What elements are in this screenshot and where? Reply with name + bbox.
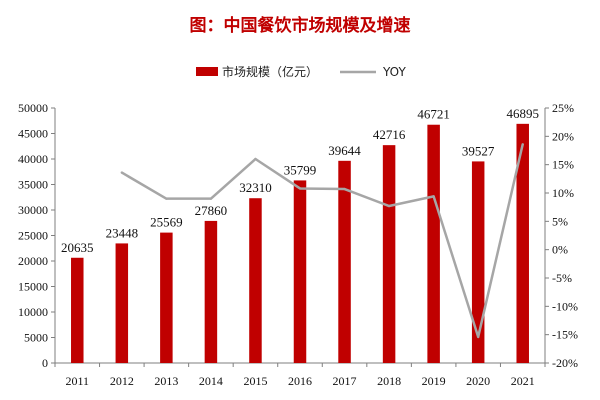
- bar-2012: [115, 243, 129, 363]
- right-tick-label: 25%: [552, 101, 574, 115]
- bar-2020: [471, 161, 485, 363]
- left-tick-label: 5000: [24, 331, 48, 345]
- yoy-point-2016: [298, 187, 302, 190]
- axes: 0 5000 10000 15000 20000 25000 30000 35000 40000…: [18, 101, 578, 388]
- right-tick-label: 20%: [552, 129, 574, 143]
- x-tick-label: 2019: [422, 374, 446, 388]
- x-tick-label: 2015: [243, 374, 267, 388]
- x-tick-label: 2017: [333, 374, 357, 388]
- right-tick-label: -10%: [552, 299, 578, 313]
- x-tick-label: 2013: [154, 374, 178, 388]
- x-tick-label: 2020: [466, 374, 490, 388]
- yoy-point-2015: [254, 157, 257, 161]
- right-tick-label: 15%: [552, 158, 574, 172]
- bar-2017: [338, 160, 351, 363]
- bar-2018: [382, 145, 396, 363]
- bar-value-label-2017: 39644: [328, 143, 361, 158]
- bar-value-label-2021: 46895: [506, 106, 539, 121]
- right-tick-label: 10%: [552, 186, 574, 200]
- bars: [71, 123, 529, 363]
- left-tick-label: 40000: [18, 152, 48, 166]
- bar-value-label-2015: 32310: [239, 180, 272, 195]
- left-tick-label: 30000: [18, 203, 48, 217]
- right-tick-label: -15%: [552, 328, 578, 342]
- right-tick-label: 5%: [552, 214, 568, 228]
- right-tick-label: 0%: [552, 243, 568, 257]
- bar-2013: [160, 232, 173, 363]
- yoy-point-2013: [165, 197, 168, 200]
- yoy-point-2020: [476, 335, 480, 339]
- bar-2021: [516, 123, 529, 363]
- right-tick-label: -20%: [552, 356, 578, 370]
- x-tick-label: 2016: [288, 374, 312, 388]
- left-tick-label: 45000: [18, 127, 48, 141]
- legend-line-label: YOY: [382, 65, 406, 79]
- left-tick-label: 50000: [18, 101, 48, 115]
- bar-2019: [427, 124, 440, 363]
- bar-2014: [204, 220, 218, 363]
- yoy-line: [121, 143, 524, 339]
- x-tick-label: 2021: [511, 374, 535, 388]
- bar-2016: [293, 180, 307, 363]
- bar-value-label-2013: 25569: [150, 215, 183, 230]
- left-tick-label: 0: [42, 356, 48, 370]
- yoy-point-2014: [209, 197, 213, 200]
- x-tick-label: 2012: [110, 374, 134, 388]
- left-tick-label: 35000: [18, 178, 48, 192]
- bar-2011: [71, 257, 84, 363]
- right-tick-label: -5%: [552, 271, 572, 285]
- x-tick-label: 2011: [65, 374, 89, 388]
- bar-value-label-2018: 42716: [373, 127, 406, 142]
- x-tick-label: 2014: [199, 374, 223, 388]
- chart-title: 图：中国餐饮市场规模及增速: [190, 15, 411, 36]
- left-tick-label: 20000: [18, 254, 48, 268]
- left-tick-label: 15000: [18, 280, 48, 294]
- bar-value-label-2016: 35799: [284, 162, 317, 177]
- yoy-point-2018: [387, 204, 391, 208]
- yoy-point-2017: [343, 187, 346, 191]
- yoy-line-series: [120, 143, 524, 339]
- x-tick-label: 2018: [377, 374, 401, 388]
- legend: 市场规模（亿元） YOY: [196, 64, 406, 79]
- bar-value-label-2020: 39527: [462, 143, 495, 158]
- left-tick-label: 10000: [18, 305, 48, 319]
- yoy-point-2012: [120, 171, 124, 174]
- bar-value-label-2011: 20635: [61, 240, 94, 255]
- legend-bar-label: 市场规模（亿元）: [222, 64, 318, 79]
- left-tick-label: 25000: [18, 229, 48, 243]
- bar-2015: [249, 198, 262, 363]
- legend-bar-swatch: [196, 67, 218, 76]
- bar-value-label-2014: 27860: [195, 203, 228, 218]
- yoy-point-2019: [432, 195, 435, 198]
- data-labels: 20635 23448 25569 27860 32310 35799 39644 42716…: [61, 106, 539, 255]
- bar-value-label-2019: 46721: [417, 107, 450, 122]
- yoy-point-2021: [521, 143, 524, 146]
- bar-value-label-2012: 23448: [106, 225, 139, 240]
